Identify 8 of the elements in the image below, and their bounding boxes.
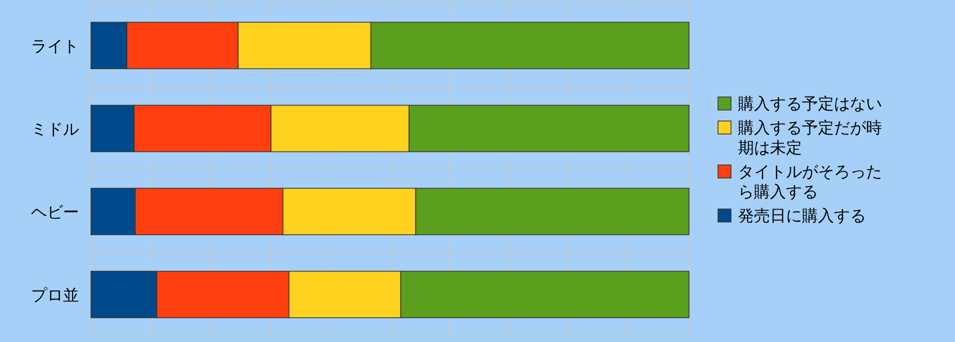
legend-label: 発売日に購入する bbox=[738, 207, 866, 225]
legend-label: 購入する予定はない bbox=[738, 95, 882, 113]
y-tick-label: ミドル bbox=[31, 122, 79, 138]
y-tick-label: ヘビー bbox=[31, 204, 79, 222]
y-tick-label: プロ並 bbox=[31, 286, 79, 304]
legend-label: 購入する予定だが時期は未定 bbox=[738, 119, 882, 157]
legend-label: タイトルがそろったら購入する bbox=[738, 164, 882, 201]
y-tick-label: ライト bbox=[31, 38, 79, 56]
